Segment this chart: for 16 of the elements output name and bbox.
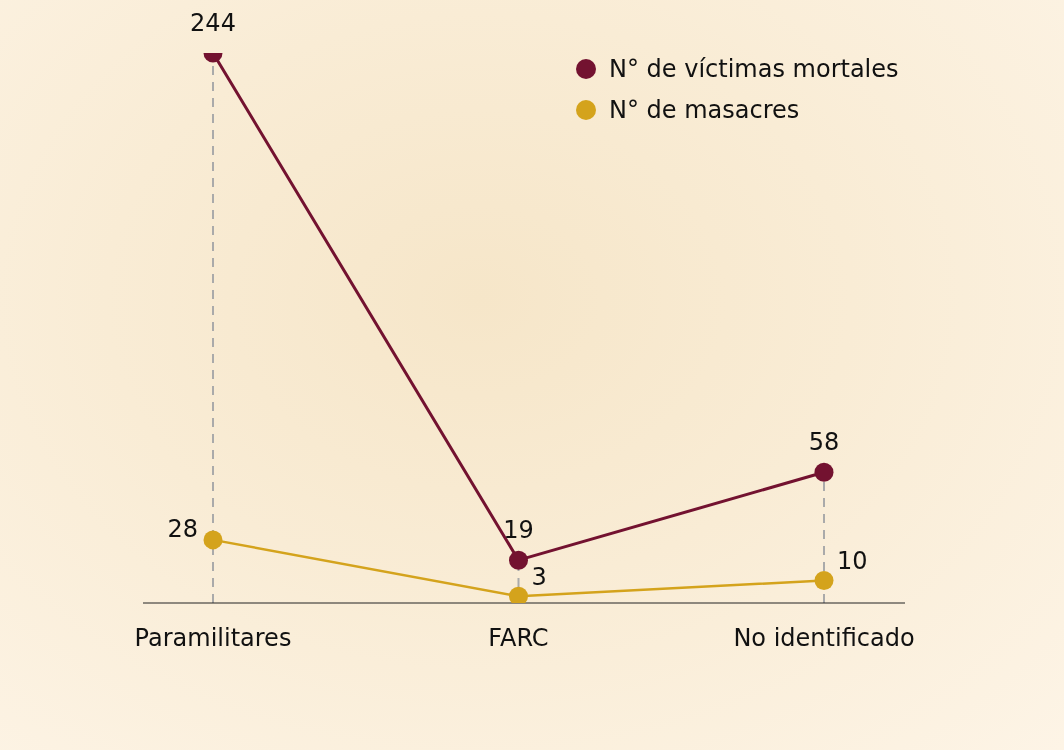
point — [203, 530, 223, 550]
point — [814, 462, 834, 482]
data-label: 244 — [190, 9, 236, 37]
legend-label: N° de víctimas mortales — [609, 54, 899, 83]
data-label: 3 — [531, 563, 547, 592]
legend-label: N° de masacres — [609, 95, 800, 124]
x-tick-label: Paramilitares — [134, 624, 292, 653]
point — [509, 550, 528, 570]
point — [814, 570, 834, 590]
x-tick-label: FARC — [488, 624, 549, 653]
data-label: 28 — [167, 514, 198, 543]
x-tick-label: No identificado — [733, 624, 915, 653]
data-label: 10 — [837, 547, 868, 576]
data-label: 19 — [503, 516, 534, 545]
data-label: 58 — [808, 428, 840, 457]
point — [509, 586, 528, 603]
